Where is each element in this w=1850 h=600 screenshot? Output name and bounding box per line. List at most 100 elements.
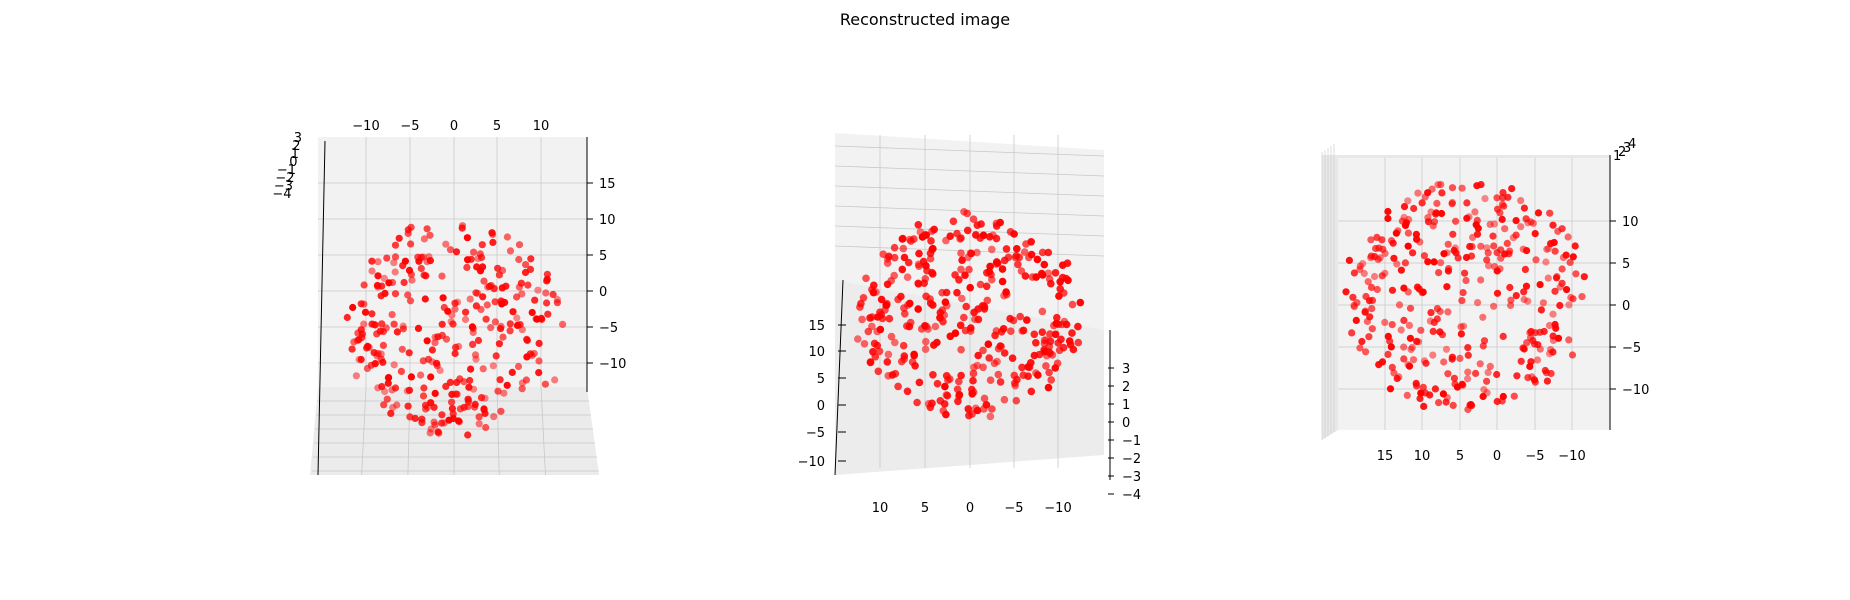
data-point <box>406 297 415 305</box>
side-pane <box>835 280 1104 475</box>
data-point <box>1368 305 1376 313</box>
data-point <box>899 234 907 243</box>
data-point <box>907 237 915 245</box>
data-point <box>1508 185 1516 193</box>
data-point <box>480 277 488 285</box>
x-tick-label: 5 <box>921 501 929 516</box>
data-point <box>498 300 506 308</box>
y-tick-label: 10 <box>808 345 825 360</box>
y-tick-label: −10 <box>1622 383 1649 398</box>
data-point <box>1420 402 1428 410</box>
data-point <box>1349 293 1357 301</box>
data-point <box>979 346 987 355</box>
data-point <box>420 235 428 243</box>
data-point <box>1030 351 1039 360</box>
data-point <box>1434 181 1442 189</box>
data-point <box>1007 327 1015 336</box>
data-point <box>963 226 972 235</box>
data-point <box>1580 273 1588 281</box>
data-point <box>869 348 877 356</box>
data-point <box>1457 330 1465 338</box>
data-point <box>414 253 422 261</box>
data-point <box>1419 383 1427 391</box>
data-point <box>1384 214 1392 223</box>
data-point <box>1400 203 1409 211</box>
data-point <box>424 355 433 363</box>
y-tick-label: 0 <box>1622 299 1630 314</box>
z-tick-label: −3 <box>274 179 293 194</box>
data-point <box>473 263 481 271</box>
data-point <box>377 350 385 358</box>
data-point <box>1519 344 1527 352</box>
data-point <box>998 277 1007 286</box>
data-point <box>921 345 930 354</box>
data-point <box>1028 273 1037 281</box>
data-point <box>423 225 431 233</box>
x-floor-gridline <box>540 386 546 476</box>
data-point <box>1045 368 1053 377</box>
data-point <box>1037 269 1046 278</box>
data-point <box>1490 242 1498 250</box>
data-point <box>879 250 887 258</box>
data-point <box>1493 194 1501 202</box>
data-point <box>433 362 441 370</box>
data-point <box>1404 197 1412 205</box>
data-point <box>983 296 992 305</box>
z-tick-label: 4 <box>1628 137 1636 152</box>
data-point <box>957 249 965 257</box>
data-point <box>1367 283 1376 291</box>
data-point <box>915 249 923 258</box>
data-point <box>378 320 386 328</box>
data-point <box>908 358 917 366</box>
data-point <box>1563 286 1571 294</box>
y-tick-label: 0 <box>599 285 607 300</box>
data-point <box>439 294 447 302</box>
data-point <box>1417 326 1425 334</box>
data-point <box>1474 224 1482 232</box>
data-point <box>883 358 892 366</box>
data-point <box>951 329 960 338</box>
data-point <box>451 349 459 358</box>
data-point <box>407 373 415 381</box>
data-point <box>472 289 480 297</box>
data-point <box>479 293 487 301</box>
data-point <box>1055 346 1064 355</box>
data-point <box>1565 336 1573 344</box>
data-point <box>434 333 442 341</box>
data-point <box>928 268 936 277</box>
data-point <box>448 311 456 319</box>
y-tick-label: 5 <box>817 372 825 387</box>
data-point <box>1443 394 1451 402</box>
x-tick-label: −5 <box>400 119 419 134</box>
data-point <box>860 340 869 348</box>
data-point <box>418 415 426 423</box>
y-tick-label: 0 <box>817 399 825 414</box>
data-point <box>1388 321 1396 329</box>
data-point <box>373 352 381 360</box>
data-point <box>1520 204 1528 212</box>
data-point <box>1490 302 1498 310</box>
data-point <box>1384 350 1392 358</box>
data-point <box>379 358 387 366</box>
data-point <box>1074 322 1082 331</box>
data-point <box>1409 249 1417 257</box>
data-point <box>1065 337 1074 345</box>
data-point <box>1376 254 1384 262</box>
data-point <box>475 420 483 428</box>
z-tick-label: 3 <box>1122 362 1130 377</box>
data-point <box>1464 375 1472 383</box>
data-point <box>426 257 434 265</box>
data-point <box>1549 310 1557 318</box>
data-point <box>542 289 550 297</box>
data-point <box>357 300 365 308</box>
z-axis-line <box>317 140 326 476</box>
data-point <box>1068 329 1076 337</box>
data-point <box>986 412 995 421</box>
data-point <box>1413 337 1421 345</box>
data-point <box>1477 276 1485 284</box>
data-point <box>1483 256 1491 264</box>
data-point <box>1406 334 1414 342</box>
data-point <box>1365 333 1373 341</box>
data-point <box>960 313 968 322</box>
data-point <box>348 345 356 353</box>
